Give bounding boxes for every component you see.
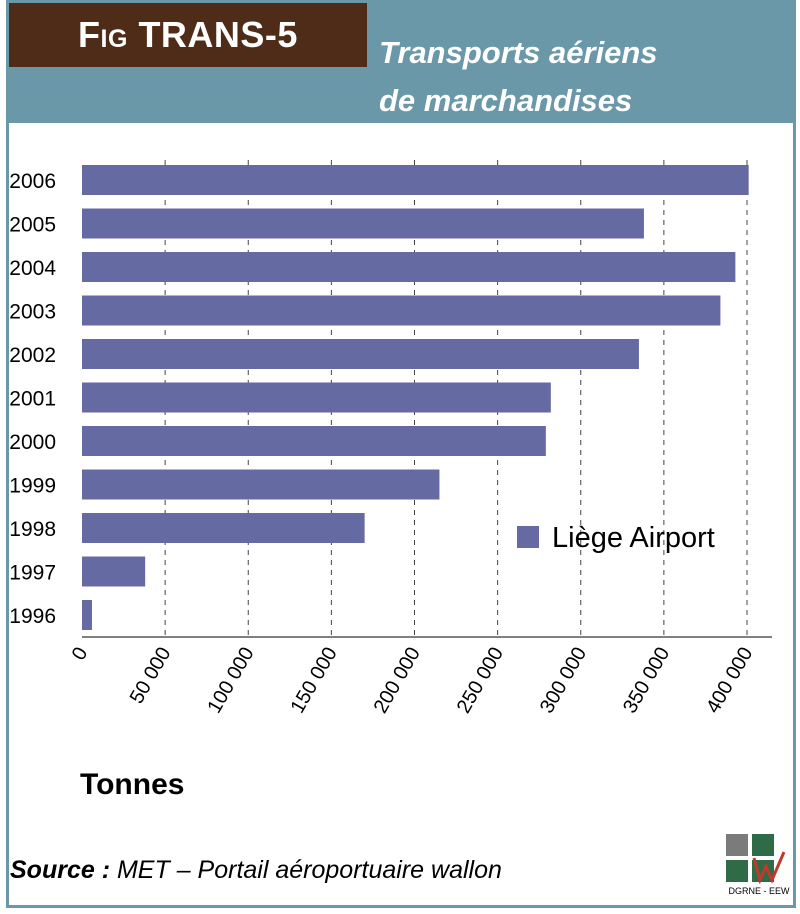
- legend-label: Liège Airport: [552, 522, 715, 554]
- x-tick-label: 250 000: [453, 644, 508, 718]
- x-tick-label: 300 000: [536, 644, 591, 718]
- y-tick-label: 1999: [9, 475, 56, 498]
- logo-square-green-2: [726, 860, 748, 882]
- bar: [82, 208, 644, 239]
- y-tick-label: 1998: [9, 518, 56, 541]
- legend-swatch: [517, 526, 539, 548]
- y-tick-label: 2000: [9, 431, 56, 454]
- bar: [82, 426, 546, 456]
- bar: [82, 469, 440, 500]
- header-band: Fig TRANS-5 Transports aériens de marcha…: [9, 3, 793, 123]
- legend: Liège Airport: [517, 522, 715, 554]
- y-tick-label: 1996: [9, 605, 56, 628]
- figure-tag: Fig TRANS-5: [9, 3, 367, 67]
- y-tick-labels: 2006 2005 2004 2003 2002 2001 2000 1999 1998 1997…: [9, 170, 56, 628]
- y-tick-label: 2001: [9, 388, 56, 411]
- title-line-2: de marchandises: [379, 83, 633, 118]
- bar: [82, 165, 749, 195]
- y-tick-label: 1997: [9, 562, 56, 585]
- x-axis-label: Tonnes: [80, 768, 185, 801]
- y-tick-label: 2005: [9, 214, 56, 237]
- source-text: MET – Portail aéroportuaire wallon: [116, 856, 502, 884]
- x-tick-label: 150 000: [287, 644, 342, 718]
- x-tick-label: 400 000: [702, 644, 757, 718]
- bar: [82, 556, 146, 587]
- bar: [82, 252, 736, 282]
- logo-w-mark: [752, 851, 786, 884]
- title-line-1: Transports aériens: [379, 35, 658, 70]
- x-tick-label: 50 000: [126, 644, 176, 708]
- y-tick-label: 2006: [9, 170, 56, 193]
- x-tick-label: 350 000: [619, 644, 674, 718]
- y-tick-label: 2003: [9, 301, 56, 324]
- logo-square-grey: [726, 834, 748, 856]
- bars: [82, 165, 749, 630]
- fig-prefix: Fig: [78, 14, 128, 55]
- bar: [82, 382, 551, 413]
- bar: [82, 600, 92, 630]
- dgrne-logo: DGRNE - EEW: [724, 832, 792, 906]
- x-tick-label: 200 000: [370, 644, 425, 718]
- figure-title: Transports aériens de marchandises: [379, 29, 779, 125]
- logo-square-green-1: [752, 834, 774, 856]
- x-tick-labels: 0 50 000 100 000 150 000 200 000 250 000 300 0…: [68, 644, 758, 718]
- y-tick-label: 2002: [9, 344, 56, 367]
- x-tick-label: 100 000: [203, 644, 258, 718]
- figure-frame: [6, 0, 796, 908]
- fig-id: TRANS-5: [138, 14, 298, 55]
- source-note: Source : MET – Portail aéroportuaire wal…: [10, 856, 502, 885]
- logo-caption: DGRNE - EEW: [728, 886, 790, 896]
- bar: [82, 295, 721, 326]
- x-tick-label: 0: [68, 644, 93, 665]
- source-label: Source :: [10, 856, 111, 884]
- bar: [82, 513, 365, 543]
- y-tick-label: 2004: [9, 257, 56, 280]
- bar: [82, 339, 639, 369]
